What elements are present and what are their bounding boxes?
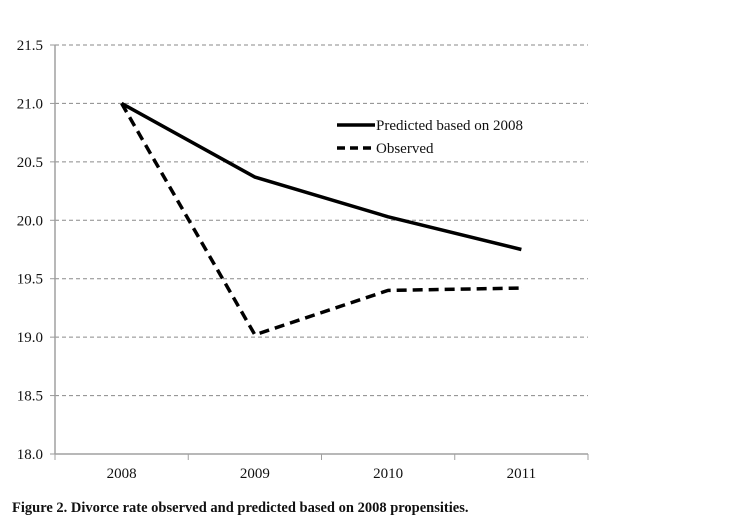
- x-tick-label: 2010: [373, 466, 403, 482]
- figure-caption: Figure 2. Divorce rate observed and pred…: [12, 500, 469, 516]
- x-tick-label: 2008: [107, 466, 137, 482]
- legend-label-observed: Observed: [376, 141, 434, 157]
- y-tick-label: 19.5: [17, 272, 43, 288]
- series-lines: [120, 101, 522, 337]
- y-tick-label: 21.0: [17, 96, 43, 112]
- series-line-predicted: [120, 101, 522, 252]
- y-tick-label: 20.0: [17, 213, 43, 229]
- legend-label-predicted: Predicted based on 2008: [376, 118, 523, 134]
- x-tick-label: 2011: [507, 466, 536, 482]
- y-tick-label: 18.5: [17, 389, 43, 405]
- gridlines: [55, 44, 588, 397]
- y-tick-label: 20.5: [17, 155, 43, 171]
- legend: Predicted based on 2008 Observed: [337, 118, 523, 157]
- axes: [54, 45, 588, 455]
- y-tick-label: 21.5: [17, 38, 43, 54]
- series-line-observed: [120, 102, 522, 337]
- x-tick-label: 2009: [240, 466, 270, 482]
- line-chart: 18.018.519.019.520.020.521.021.5 2008 200…: [17, 38, 589, 482]
- y-axis-ticks: 18.0 18.5 19.0 19.5 20.0 20.5 21.0 21.5: [17, 38, 55, 463]
- y-tick-label: 19.0: [17, 330, 43, 346]
- y-tick-label: 18.0: [17, 447, 43, 463]
- x-axis-ticks: 2008 2009 2010 2011: [54, 454, 589, 482]
